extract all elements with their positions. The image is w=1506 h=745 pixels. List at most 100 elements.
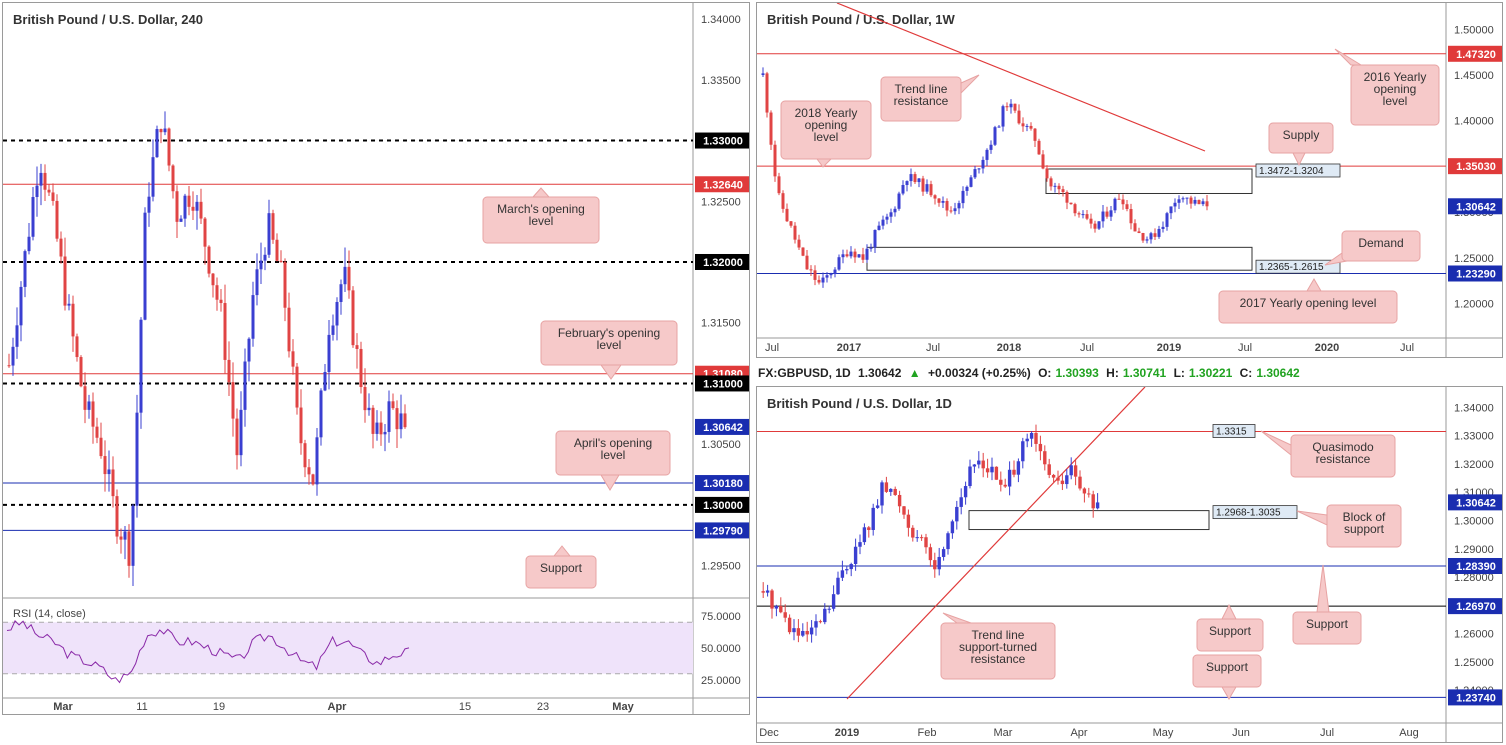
left-price-tag: 1.32000 bbox=[695, 253, 749, 270]
weekly-candle-body bbox=[965, 186, 969, 191]
left-candle-body bbox=[107, 469, 111, 475]
weekly-candle-body bbox=[925, 184, 929, 192]
weekly-candle-body bbox=[1193, 199, 1197, 204]
daily-price-tag: 1.26970 bbox=[1448, 598, 1502, 615]
weekly-candle-body bbox=[1081, 214, 1085, 216]
ohlc-high: 1.30741 bbox=[1122, 366, 1167, 380]
daily-candle-body bbox=[875, 505, 880, 508]
left-candle-body bbox=[379, 422, 383, 435]
svg-text:Quasimodo: Quasimodo bbox=[1312, 440, 1374, 454]
svg-text:April's opening: April's opening bbox=[574, 436, 652, 450]
daily-candle-body bbox=[831, 594, 836, 609]
left-candle-body bbox=[315, 437, 319, 485]
weekly-candle-body bbox=[1157, 228, 1161, 237]
left-candle-body bbox=[355, 345, 359, 349]
daily-chart-panel[interactable]: British Pound / U.S. Dollar, 1D 1.34000 1… bbox=[756, 386, 1503, 743]
weekly-time-tick: Jul bbox=[1080, 342, 1094, 354]
weekly-supply-zone bbox=[1045, 168, 1253, 194]
daily-candle-body bbox=[1060, 480, 1065, 485]
daily-candle-body bbox=[1091, 494, 1095, 509]
weekly-candle-body bbox=[1109, 210, 1113, 217]
left-candle-body bbox=[371, 407, 375, 434]
weekly-time-tick: Jul bbox=[1238, 342, 1252, 354]
daily-price-tick: 1.26000 bbox=[1454, 629, 1494, 641]
daily-candle-body bbox=[1056, 477, 1060, 481]
left-candle-body bbox=[207, 246, 211, 274]
left-candle-body bbox=[127, 531, 131, 566]
left-candle-body bbox=[311, 474, 315, 485]
left-candle-body bbox=[155, 129, 159, 158]
left-candle-body bbox=[111, 469, 115, 497]
svg-text:Supply: Supply bbox=[1283, 128, 1320, 142]
weekly-candle-body bbox=[1177, 199, 1181, 203]
weekly-candle-body bbox=[877, 225, 881, 230]
weekly-candle-body bbox=[1073, 204, 1077, 214]
daily-candle-body bbox=[1065, 475, 1069, 485]
left-candle-body bbox=[35, 185, 39, 197]
daily-candle-body bbox=[911, 527, 915, 538]
daily-candle-body bbox=[972, 464, 977, 467]
svg-text:1.32000: 1.32000 bbox=[703, 257, 743, 269]
weekly-candle-body bbox=[885, 216, 889, 220]
left-candle-body bbox=[179, 218, 183, 222]
ohlc-low: 1.30221 bbox=[1188, 366, 1233, 380]
left-candle-body bbox=[403, 413, 407, 428]
left-candle-body bbox=[327, 334, 331, 373]
daily-candle-body bbox=[999, 479, 1003, 485]
svg-text:February's opening: February's opening bbox=[558, 326, 660, 340]
weekly-candle-body bbox=[961, 190, 965, 204]
weekly-candle-body bbox=[1161, 226, 1165, 229]
left-candle-body bbox=[271, 213, 275, 240]
weekly-candle-body bbox=[953, 208, 957, 212]
left-candle-body bbox=[31, 196, 35, 237]
daily-candle-body bbox=[1025, 438, 1029, 442]
left-candle-body bbox=[351, 290, 355, 346]
weekly-chart-svg[interactable]: 1.500001.450001.400001.350001.300001.250… bbox=[757, 3, 1503, 358]
left-chart-panel[interactable]: British Pound / U.S. Dollar, 240 1.34000… bbox=[2, 2, 750, 715]
left-candle-body bbox=[195, 201, 199, 211]
weekly-candle-body bbox=[1181, 198, 1185, 200]
daily-time-tick: Dec bbox=[759, 727, 779, 739]
daily-candle-body bbox=[897, 494, 902, 507]
daily-candle-body bbox=[849, 564, 853, 570]
left-price-tag: 1.32640 bbox=[695, 176, 749, 193]
left-price-tick: 1.29500 bbox=[701, 561, 741, 573]
weekly-candle-body bbox=[945, 200, 949, 211]
daily-candle-body bbox=[933, 560, 937, 570]
weekly-callout-supply: Supply bbox=[1268, 122, 1334, 167]
left-rsi-line bbox=[6, 620, 410, 684]
left-candle-body bbox=[63, 256, 67, 306]
daily-candle-body bbox=[977, 460, 981, 465]
weekly-trend-line bbox=[836, 3, 1206, 152]
left-candle-body bbox=[235, 418, 239, 456]
ohlc-up-arrow-icon: ▲ bbox=[908, 366, 921, 380]
weekly-price-tick: 1.50000 bbox=[1454, 24, 1494, 36]
left-candle-body bbox=[67, 303, 71, 306]
left-price-tag: 1.33000 bbox=[695, 132, 749, 149]
weekly-candle-body bbox=[989, 144, 993, 150]
left-price-tag: 1.30000 bbox=[695, 496, 749, 513]
left-price-tick: 1.32500 bbox=[701, 196, 741, 208]
weekly-candle-body bbox=[845, 254, 849, 257]
svg-text:2017 Yearly opening level: 2017 Yearly opening level bbox=[1240, 296, 1377, 310]
left-chart-svg[interactable]: 1.34000 1.33500 1.33000 1.32500 1.32000 1.315… bbox=[3, 3, 750, 715]
left-candle-body bbox=[319, 390, 323, 438]
weekly-time-tick: Jul bbox=[1400, 342, 1414, 354]
left-candle-body bbox=[203, 218, 207, 247]
svg-text:level: level bbox=[529, 214, 554, 228]
daily-price-tick: 1.30000 bbox=[1454, 516, 1494, 528]
left-candle-body bbox=[191, 206, 195, 211]
left-candle-body bbox=[279, 260, 283, 263]
weekly-time-tick: 2018 bbox=[997, 342, 1021, 354]
weekly-candle-body bbox=[1001, 106, 1005, 127]
weekly-chart-panel[interactable]: British Pound / U.S. Dollar, 1W 1.50000 1… bbox=[756, 2, 1503, 358]
daily-candle-body bbox=[937, 556, 941, 570]
daily-chart-svg[interactable]: 1.340001.330001.320001.310001.300001.290… bbox=[757, 387, 1503, 743]
weekly-candle-body bbox=[909, 174, 913, 182]
left-candle-body bbox=[103, 456, 107, 475]
weekly-candle-body bbox=[873, 229, 877, 248]
weekly-candle-body bbox=[825, 275, 829, 278]
svg-text:1.2968-1.3035: 1.2968-1.3035 bbox=[1216, 508, 1281, 519]
